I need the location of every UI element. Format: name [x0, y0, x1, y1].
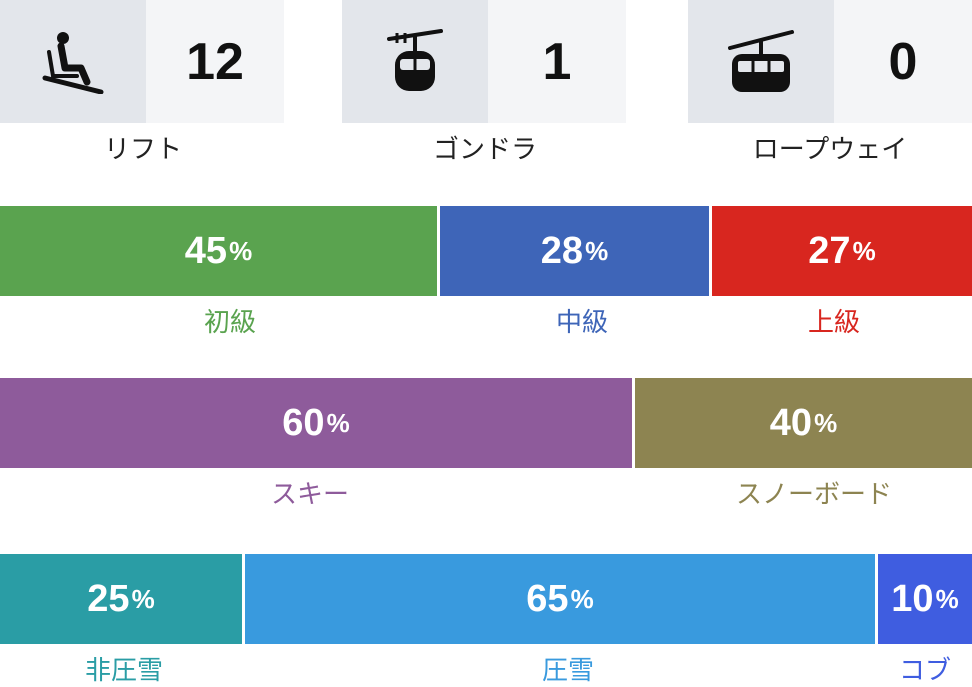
difficulty-bar: 45% 28% 27% — [0, 206, 972, 296]
advanced-segment: 27% — [709, 206, 972, 296]
advanced-percent: 27 — [808, 229, 851, 272]
advanced-label: 上級 — [807, 308, 860, 338]
moguls-percent: 10 — [891, 577, 934, 620]
ropeway-icon — [688, 0, 834, 123]
ropeway-count: 0 — [834, 0, 972, 123]
snowboard-percent: 40 — [769, 401, 813, 444]
gondola-count: 1 — [488, 0, 626, 123]
snow-condition-bar: 25% 65% 10% — [0, 554, 972, 644]
ungroomed-label: 非圧雪 — [84, 656, 163, 686]
chairlift-count: 12 — [146, 0, 284, 123]
groomed-percent: 65 — [526, 577, 569, 620]
ungroomed-percent: 25 — [87, 577, 130, 620]
ski-percent: 60 — [282, 401, 325, 444]
chairlift-icon — [0, 0, 146, 123]
beginner-percent: 45 — [184, 229, 228, 272]
ungroomed-segment: 25% — [0, 554, 242, 644]
groomed-segment: 65% — [242, 554, 875, 644]
lift-card-chairlift: 12 — [0, 0, 284, 123]
intermediate-percent: 28 — [540, 229, 584, 272]
gondola-label: ゴンドラ — [432, 135, 537, 165]
moguls-segment: 10% — [875, 554, 972, 644]
ski-segment: 60% — [0, 378, 632, 468]
intermediate-segment: 28% — [437, 206, 709, 296]
intermediate-label: 中級 — [555, 308, 608, 338]
ski-label: スキー — [270, 480, 349, 510]
chairlift-label: リフト — [103, 135, 182, 165]
snowboard-label: スノーボード — [735, 480, 892, 510]
beginner-segment: 45% — [0, 206, 437, 296]
ropeway-label: ロープウェイ — [752, 135, 908, 165]
gondola-icon — [342, 0, 488, 123]
beginner-label: 初級 — [203, 308, 256, 338]
ski-snowboard-bar: 60% 40% — [0, 378, 972, 468]
moguls-label: コブ — [898, 656, 951, 686]
groomed-label: 圧雪 — [541, 656, 594, 686]
lift-card-gondola: 1 — [342, 0, 626, 123]
snowboard-segment: 40% — [632, 378, 972, 468]
lift-card-ropeway: 0 — [688, 0, 972, 123]
